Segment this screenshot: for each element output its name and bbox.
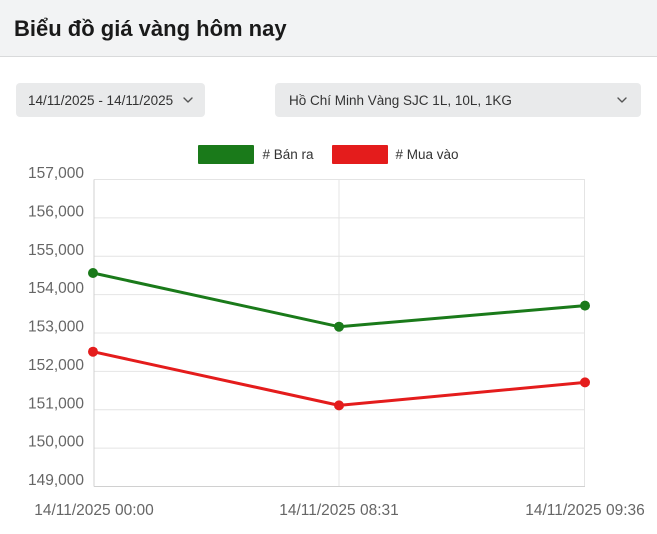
svg-text:150,000: 150,000 bbox=[28, 434, 84, 451]
svg-text:155,000: 155,000 bbox=[28, 242, 84, 259]
svg-text:151,000: 151,000 bbox=[28, 395, 84, 412]
svg-text:156,000: 156,000 bbox=[28, 203, 84, 220]
svg-text:14/11/2025 00:00: 14/11/2025 00:00 bbox=[34, 502, 154, 519]
svg-text:154,000: 154,000 bbox=[28, 280, 84, 297]
svg-text:149,000: 149,000 bbox=[28, 472, 84, 489]
svg-text:153,000: 153,000 bbox=[28, 319, 84, 336]
svg-text:152,000: 152,000 bbox=[28, 357, 84, 374]
svg-text:14/11/2025 09:36: 14/11/2025 09:36 bbox=[525, 502, 645, 519]
svg-text:157,000: 157,000 bbox=[28, 165, 84, 182]
svg-text:14/11/2025 08:31: 14/11/2025 08:31 bbox=[279, 502, 399, 519]
